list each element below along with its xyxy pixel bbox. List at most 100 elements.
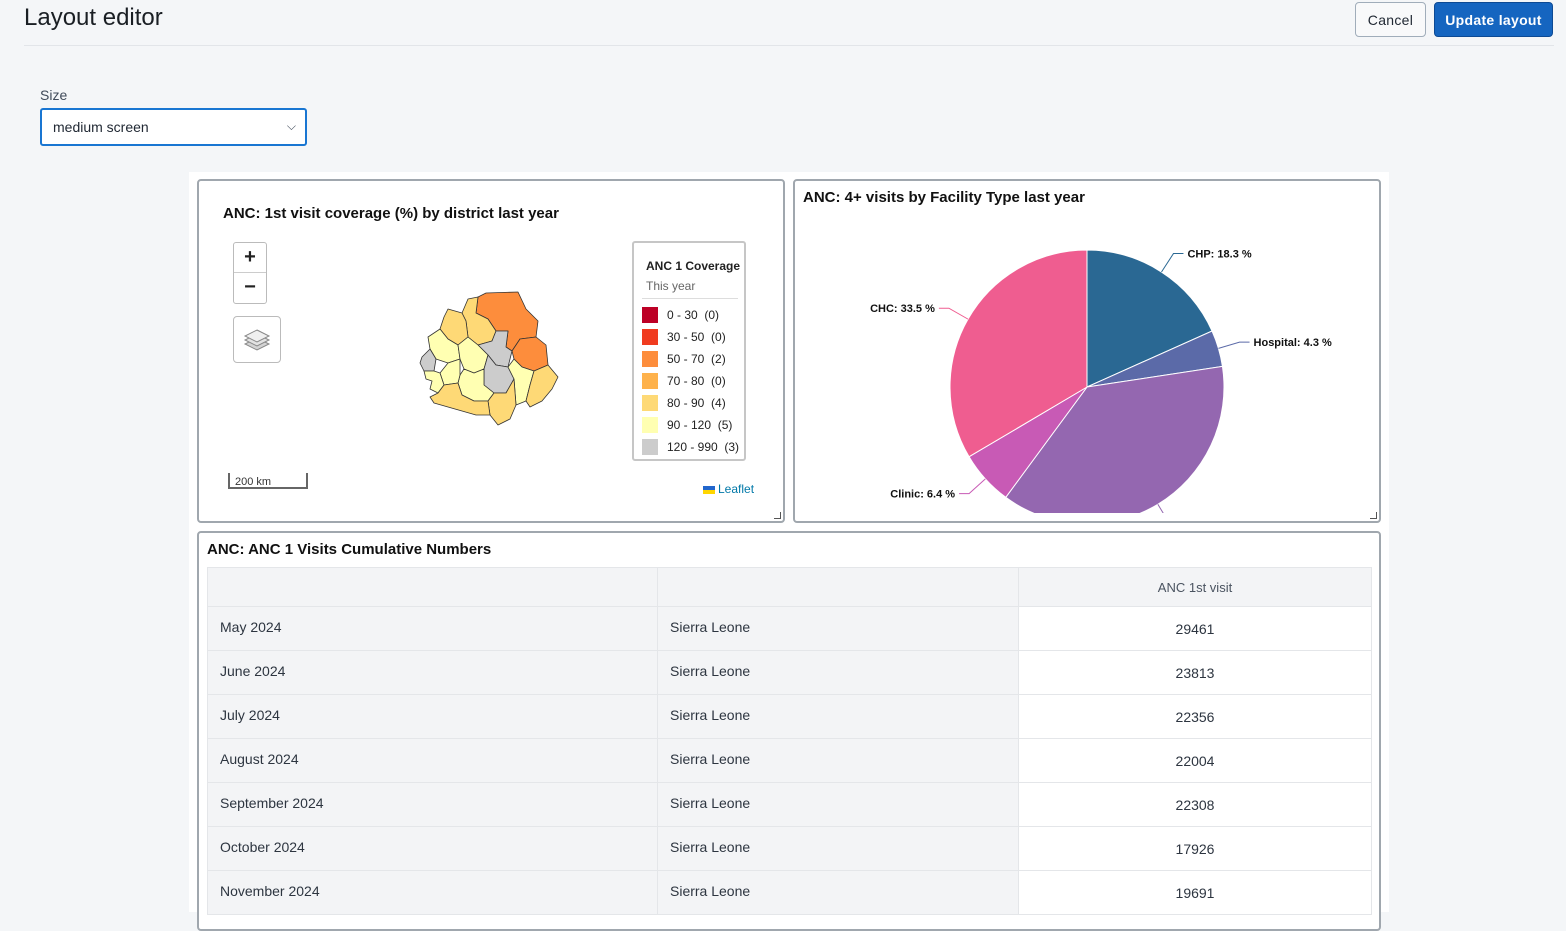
legend-item: 30 - 50 (0)	[642, 326, 739, 348]
cancel-button[interactable]: Cancel	[1355, 2, 1426, 37]
legend-item: 80 - 90 (4)	[642, 392, 739, 414]
legend-item: 50 - 70 (2)	[642, 348, 739, 370]
legend-spacer	[704, 352, 711, 366]
legend-range: 70 - 80	[667, 374, 705, 388]
legend-range: 30 - 50	[667, 330, 705, 344]
map-title: ANC: 1st visit coverage (%) by district …	[223, 205, 559, 222]
table-row: July 2024 Sierra Leone 22356	[207, 694, 1372, 739]
table-title: ANC: ANC 1 Visits Cumulative Numbers	[207, 541, 492, 558]
pivot-table: ANC 1st visit May 2024 Sierra Leone 29461 J…	[207, 567, 1372, 915]
legend-count: (0)	[711, 374, 726, 388]
org-unit-cell: Sierra Leone	[657, 738, 1019, 783]
legend-spacer	[711, 418, 718, 432]
legend-count: (2)	[711, 352, 726, 366]
chevron-down-icon: ⌵	[286, 119, 296, 133]
table-row: October 2024 Sierra Leone 17926	[207, 826, 1372, 871]
leaflet-attribution-text: Leaflet	[718, 482, 755, 496]
period-cell: May 2024	[207, 606, 658, 651]
legend-spacer	[704, 330, 711, 344]
district-shape[interactable]	[525, 364, 559, 408]
legend-range: 50 - 70	[667, 352, 705, 366]
legend-swatch	[642, 439, 658, 455]
zoom-control: + −	[233, 242, 267, 304]
legend-spacer	[718, 440, 725, 454]
pie-label-connector	[1157, 504, 1164, 513]
org-unit-cell: Sierra Leone	[657, 606, 1019, 651]
zoom-in-button[interactable]: +	[234, 243, 266, 273]
legend-title: ANC 1 Coverage	[646, 259, 741, 273]
legend-item: 120 - 990 (3)	[642, 436, 739, 458]
legend-swatch	[642, 373, 658, 389]
period-cell: November 2024	[207, 870, 658, 915]
org-unit-cell: Sierra Leone	[657, 694, 1019, 739]
zoom-out-button[interactable]: −	[244, 276, 256, 298]
pie-label-connector	[1218, 341, 1250, 349]
legend-spacer	[698, 308, 705, 322]
value-cell[interactable]: 22356	[1018, 694, 1372, 739]
resize-handle[interactable]	[1370, 512, 1377, 519]
page-title: Layout editor	[24, 4, 163, 31]
value-cell[interactable]: 22004	[1018, 738, 1372, 783]
size-select-value: medium screen	[53, 119, 149, 135]
size-select[interactable]: medium screen ⌵	[40, 108, 307, 146]
layers-button[interactable]	[233, 316, 281, 363]
legend-count: (4)	[711, 396, 726, 410]
pie-card[interactable]: ANC: 4+ visits by Facility Type last yea…	[793, 179, 1381, 523]
pie-slice-chp[interactable]	[1086, 249, 1213, 388]
legend-item: 90 - 120 (5)	[642, 414, 739, 436]
value-cell[interactable]: 29461	[1018, 606, 1372, 651]
org-unit-cell: Sierra Leone	[657, 870, 1019, 915]
period-cell: October 2024	[207, 826, 658, 871]
table-row: May 2024 Sierra Leone 29461	[207, 606, 1372, 651]
header-divider	[24, 45, 1554, 46]
pie-chart: CHP: 18.3 %Hospital: 4.3 %MCHP: 37.5 %Cl…	[870, 249, 1332, 513]
resize-handle[interactable]	[774, 512, 781, 519]
district-map[interactable]	[418, 289, 568, 439]
legend-swatch	[642, 417, 658, 433]
legend-range: 0 - 30	[667, 308, 698, 322]
pie-label-connector	[959, 478, 986, 495]
size-label: Size	[40, 87, 68, 103]
period-cell: August 2024	[207, 738, 658, 783]
table-row: June 2024 Sierra Leone 23813	[207, 650, 1372, 695]
map-legend: ANC 1 Coverage This year 0 - 30 (0) 30 - …	[632, 241, 746, 461]
table-header-empty	[657, 567, 1019, 607]
legend-range: 80 - 90	[667, 396, 705, 410]
pie-data-label: CHC: 33.5 %	[870, 303, 935, 315]
pie-label-connector	[938, 307, 969, 320]
legend-item: 0 - 30 (0)	[642, 304, 739, 326]
legend-swatch	[642, 307, 658, 323]
value-cell[interactable]: 23813	[1018, 650, 1372, 695]
legend-range: 90 - 120	[667, 418, 712, 432]
map-card[interactable]: ANC: 1st visit coverage (%) by district …	[197, 179, 785, 523]
legend-count: (5)	[717, 418, 733, 432]
org-unit-cell: Sierra Leone	[657, 782, 1019, 827]
district-shape[interactable]	[429, 382, 491, 416]
ukraine-flag-icon	[703, 485, 715, 494]
pie-data-label: Hospital: 4.3 %	[1254, 337, 1332, 349]
table-row: August 2024 Sierra Leone 22004	[207, 738, 1372, 783]
legend-divider	[642, 298, 738, 299]
table-card[interactable]: ANC: ANC 1 Visits Cumulative Numbers ANC…	[197, 531, 1381, 931]
legend-swatch	[642, 395, 658, 411]
value-cell[interactable]: 19691	[1018, 870, 1372, 915]
pie-slice-mchp[interactable]	[1005, 365, 1225, 513]
legend-item: 70 - 80 (0)	[642, 370, 739, 392]
value-cell[interactable]: 17926	[1018, 826, 1372, 871]
legend-swatch	[642, 351, 658, 367]
update-layout-button[interactable]: Update layout	[1434, 2, 1553, 37]
table-header-anc1: ANC 1st visit	[1018, 567, 1372, 607]
pie-title: ANC: 4+ visits by Facility Type last yea…	[803, 189, 1085, 206]
legend-subtitle: This year	[646, 279, 696, 293]
pie-label-connector	[1161, 253, 1184, 273]
layers-icon	[243, 328, 271, 351]
value-cell[interactable]: 22308	[1018, 782, 1372, 827]
scale-bar: 200 km	[228, 473, 308, 489]
leaflet-attribution-link[interactable]: Leaflet	[703, 482, 754, 496]
pie-data-label: Clinic: 6.4 %	[890, 489, 955, 501]
legend-swatch	[642, 329, 658, 345]
dashboard-canvas: ANC: 1st visit coverage (%) by district …	[189, 172, 1389, 931]
legend-items: 0 - 30 (0) 30 - 50 (0) 50 - 70 (2) 70 - 80 …	[642, 304, 739, 458]
org-unit-cell: Sierra Leone	[657, 826, 1019, 871]
legend-count: (3)	[724, 440, 740, 454]
